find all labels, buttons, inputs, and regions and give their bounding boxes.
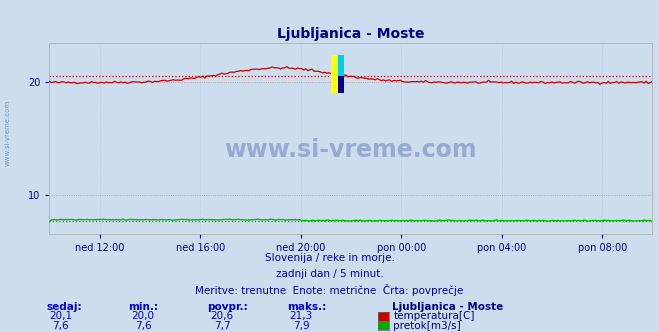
Text: Slovenija / reke in morje.: Slovenija / reke in morje.: [264, 253, 395, 263]
Text: pretok[m3/s]: pretok[m3/s]: [393, 321, 461, 331]
Text: www.si-vreme.com: www.si-vreme.com: [225, 138, 477, 162]
Bar: [337, 76, 344, 93]
Text: min.:: min.:: [129, 302, 159, 312]
Text: povpr.:: povpr.:: [208, 302, 248, 312]
Bar: [331, 55, 337, 93]
Text: sedaj:: sedaj:: [46, 302, 82, 312]
Text: 7,9: 7,9: [293, 321, 310, 331]
Text: temperatura[C]: temperatura[C]: [393, 311, 475, 321]
Text: 7,6: 7,6: [52, 321, 69, 331]
Text: 20,6: 20,6: [210, 311, 234, 321]
Title: Ljubljanica - Moste: Ljubljanica - Moste: [277, 27, 424, 41]
Text: 7,6: 7,6: [134, 321, 152, 331]
Text: 20,1: 20,1: [49, 311, 72, 321]
Text: Ljubljanica - Moste: Ljubljanica - Moste: [392, 302, 503, 312]
Text: 7,7: 7,7: [214, 321, 231, 331]
Text: zadnji dan / 5 minut.: zadnji dan / 5 minut.: [275, 269, 384, 279]
Bar: [337, 55, 344, 76]
Text: maks.:: maks.:: [287, 302, 326, 312]
Text: 21,3: 21,3: [289, 311, 313, 321]
Text: 20,0: 20,0: [132, 311, 154, 321]
Text: Meritve: trenutne  Enote: metrične  Črta: povprečje: Meritve: trenutne Enote: metrične Črta: …: [195, 284, 464, 296]
Text: www.si-vreme.com: www.si-vreme.com: [5, 100, 11, 166]
